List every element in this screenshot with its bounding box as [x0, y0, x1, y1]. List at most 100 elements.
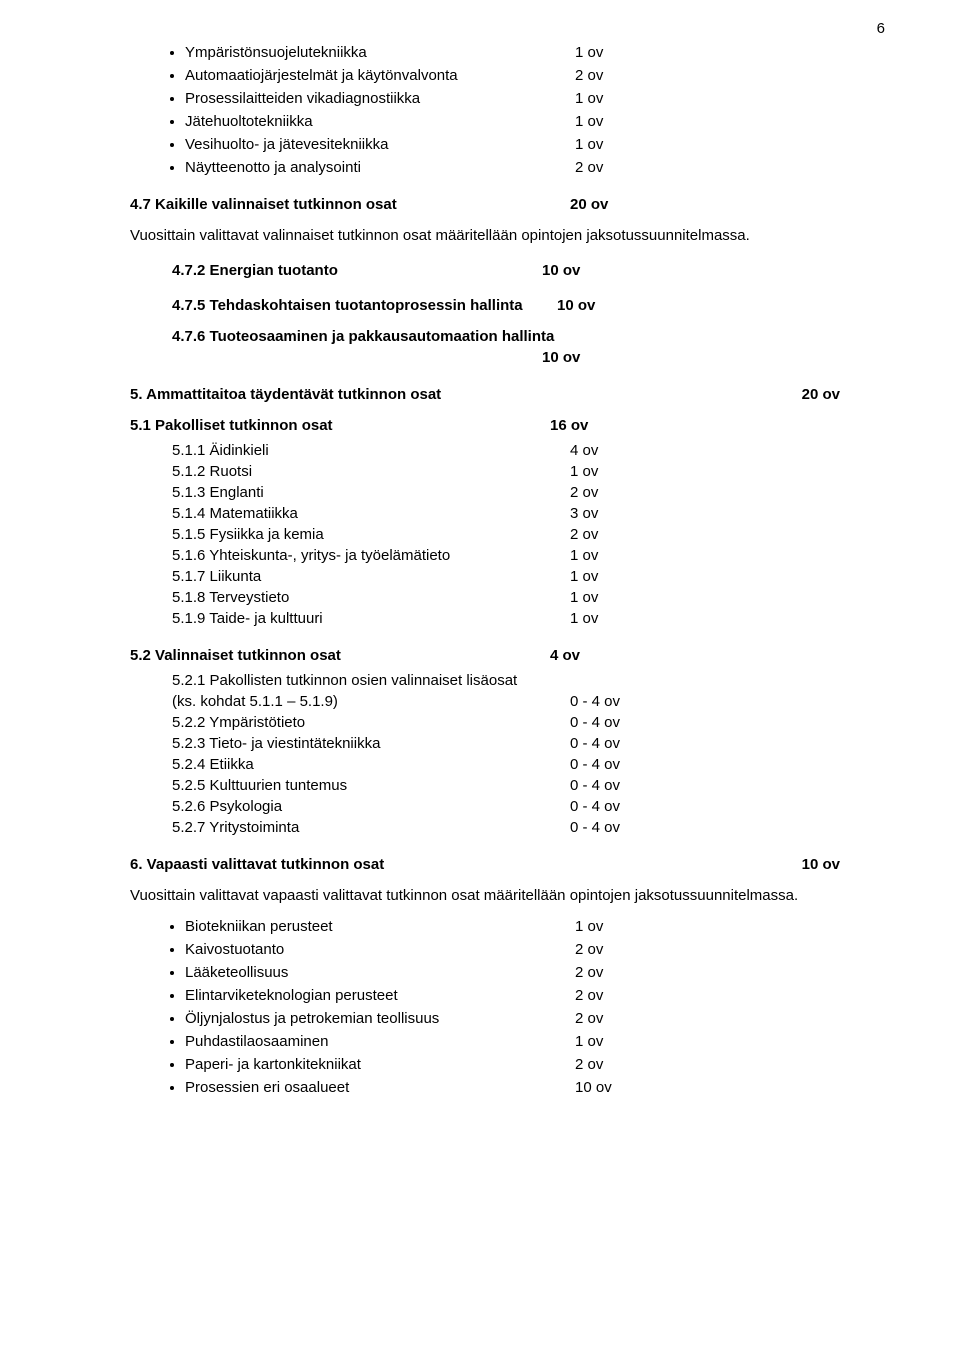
list-item-value: 0 - 4 ov — [570, 733, 650, 754]
list-item-value: 2 ov — [570, 482, 650, 503]
list-item-label: 5.1.6 Yhteiskunta-, yritys- ja työelämät… — [172, 545, 570, 566]
list-item-value: 4 ov — [570, 440, 650, 461]
list-item-label: Näytteenotto ja analysointi — [185, 157, 575, 178]
list-item: 5.1.4 Matematiikka3 ov — [172, 503, 880, 524]
list-item-label2: (ks. kohdat 5.1.1 – 5.1.9) — [172, 691, 570, 712]
list-item-value: 0 - 4 ov — [570, 817, 650, 838]
page-number: 6 — [877, 18, 885, 39]
sec47-paragraph: Vuosittain valittavat valinnaiset tutkin… — [130, 225, 880, 246]
bottom-bullet-list: Biotekniikan perusteet1 ovKaivostuotanto… — [130, 916, 880, 1098]
list-item-label: Vesihuolto- ja jätevesitekniikka — [185, 134, 575, 155]
list-item-label: Automaatiojärjestelmät ja käytönvalvonta — [185, 65, 575, 86]
heading-5-label: 5. Ammattitaitoa täydentävät tutkinnon o… — [130, 384, 570, 405]
list-item-label: 5.1.2 Ruotsi — [172, 461, 570, 482]
list-item-label: 5.2.7 Yritystoiminta — [172, 817, 570, 838]
list-item: 5.2.3 Tieto- ja viestintätekniikka0 - 4 … — [172, 733, 880, 754]
list-item-label: 5.1.1 Äidinkieli — [172, 440, 570, 461]
list-item-value: 3 ov — [570, 503, 650, 524]
list-item: Elintarviketeknologian perusteet2 ov — [185, 985, 880, 1006]
list-item: Näytteenotto ja analysointi2 ov — [185, 157, 880, 178]
list-item: 5.2.4 Etiikka0 - 4 ov — [172, 754, 880, 775]
list-item: 5.1.8 Terveystieto1 ov — [172, 587, 880, 608]
sec6-paragraph: Vuosittain valittavat vapaasti valittava… — [130, 885, 880, 906]
list-item: Prosessien eri osaalueet10 ov — [185, 1077, 880, 1098]
list-item-label: 5.2.1 Pakollisten tutkinnon osien valinn… — [172, 670, 880, 691]
list-item-label: Jätehuoltotekniikka — [185, 111, 575, 132]
list-item: 5.1.1 Äidinkieli4 ov — [172, 440, 880, 461]
list-item-label: 5.1.9 Taide- ja kulttuuri — [172, 608, 570, 629]
list-item-label: 5.2.6 Psykologia — [172, 796, 570, 817]
list-item-value: 1 ov — [570, 545, 650, 566]
list-item-value: 1 ov — [575, 88, 655, 109]
top-bullet-list: Ympäristönsuojelutekniikka1 ovAutomaatio… — [130, 42, 880, 178]
list-item: 5.1.2 Ruotsi1 ov — [172, 461, 880, 482]
heading-5-1-label: 5.1 Pakolliset tutkinnon osat — [130, 415, 550, 436]
list-item-value: 2 ov — [575, 1054, 655, 1075]
list-item-value: 2 ov — [575, 985, 655, 1006]
heading-4-7-value: 20 ov — [570, 194, 630, 215]
list-item-label: 5.2.3 Tieto- ja viestintätekniikka — [172, 733, 570, 754]
list-item-label: Elintarviketeknologian perusteet — [185, 985, 575, 1006]
list-item-label: 5.1.3 Englanti — [172, 482, 570, 503]
list-item: Puhdastilaosaaminen1 ov — [185, 1031, 880, 1052]
sec51-list: 5.1.1 Äidinkieli4 ov5.1.2 Ruotsi1 ov5.1.… — [130, 440, 880, 629]
list-item-label: 5.1.7 Liikunta — [172, 566, 570, 587]
list-item: 5.2.2 Ympäristötieto0 - 4 ov — [172, 712, 880, 733]
list-item-label: Paperi- ja kartonkitekniikat — [185, 1054, 575, 1075]
list-item-label: 5.1.8 Terveystieto — [172, 587, 570, 608]
list-item-value: 0 - 4 ov — [570, 775, 650, 796]
list-item-value: 2 ov — [575, 1008, 655, 1029]
list-item-value: 1 ov — [570, 566, 650, 587]
heading-4-7-2-label: 4.7.2 Energian tuotanto — [172, 260, 542, 281]
heading-4-7-label: 4.7 Kaikille valinnaiset tutkinnon osat — [130, 194, 570, 215]
heading-4-7-2: 4.7.2 Energian tuotanto 10 ov — [130, 260, 880, 281]
list-item-value: 10 ov — [575, 1077, 655, 1098]
list-item-value: 2 ov — [575, 962, 655, 983]
heading-4-7-2-value: 10 ov — [542, 260, 622, 281]
list-item: Biotekniikan perusteet1 ov — [185, 916, 880, 937]
list-item-label: 5.2.4 Etiikka — [172, 754, 570, 775]
list-item-value: 0 - 4 ov — [570, 796, 650, 817]
list-item-label: 5.1.4 Matematiikka — [172, 503, 570, 524]
heading-5-1-value: 16 ov — [550, 415, 630, 436]
heading-4-7-6-label: 4.7.6 Tuoteosaaminen ja pakkausautomaati… — [172, 326, 880, 347]
heading-6: 6. Vapaasti valittavat tutkinnon osat 10… — [130, 854, 880, 875]
heading-6-label: 6. Vapaasti valittavat tutkinnon osat — [130, 854, 570, 875]
list-item-value: 0 - 4 ov — [570, 691, 650, 712]
list-item: Kaivostuotanto2 ov — [185, 939, 880, 960]
list-item-value: 2 ov — [575, 65, 655, 86]
list-item: 5.1.9 Taide- ja kulttuuri1 ov — [172, 608, 880, 629]
list-item: 5.1.3 Englanti2 ov — [172, 482, 880, 503]
list-item-value: 2 ov — [575, 939, 655, 960]
list-item-value: 2 ov — [570, 524, 650, 545]
list-item: Paperi- ja kartonkitekniikat2 ov — [185, 1054, 880, 1075]
list-item-label: 5.2.2 Ympäristötieto — [172, 712, 570, 733]
list-item: Automaatiojärjestelmät ja käytönvalvonta… — [185, 65, 880, 86]
list-item: Ympäristönsuojelutekniikka1 ov — [185, 42, 880, 63]
list-item-value: 1 ov — [575, 42, 655, 63]
list-item-value: 2 ov — [575, 157, 655, 178]
list-item-value: 1 ov — [575, 916, 655, 937]
list-item-label: Kaivostuotanto — [185, 939, 575, 960]
list-item-value: 1 ov — [575, 1031, 655, 1052]
heading-5-1: 5.1 Pakolliset tutkinnon osat 16 ov — [130, 415, 880, 436]
list-item-value: 0 - 4 ov — [570, 712, 650, 733]
list-item-value: 1 ov — [570, 587, 650, 608]
list-item-label: Lääketeollisuus — [185, 962, 575, 983]
list-item: Prosessilaitteiden vikadiagnostiikka1 ov — [185, 88, 880, 109]
list-item-label: Prosessien eri osaalueet — [185, 1077, 575, 1098]
heading-6-value: 10 ov — [802, 854, 880, 875]
heading-5-2-value: 4 ov — [550, 645, 630, 666]
list-item: 5.1.5 Fysiikka ja kemia2 ov — [172, 524, 880, 545]
heading-5: 5. Ammattitaitoa täydentävät tutkinnon o… — [130, 384, 880, 405]
list-item-label: 5.1.5 Fysiikka ja kemia — [172, 524, 570, 545]
list-item: Jätehuoltotekniikka1 ov — [185, 111, 880, 132]
list-item: Vesihuolto- ja jätevesitekniikka1 ov — [185, 134, 880, 155]
list-item: Öljynjalostus ja petrokemian teollisuus2… — [185, 1008, 880, 1029]
list-item-label: Prosessilaitteiden vikadiagnostiikka — [185, 88, 575, 109]
heading-4-7-5-label: 4.7.5 Tehdaskohtaisen tuotantoprosessin … — [172, 295, 557, 316]
list-item-value: 1 ov — [575, 134, 655, 155]
heading-4-7-6-value: 10 ov — [172, 347, 880, 368]
heading-5-2-label: 5.2 Valinnaiset tutkinnon osat — [130, 645, 550, 666]
list-item-label: Biotekniikan perusteet — [185, 916, 575, 937]
